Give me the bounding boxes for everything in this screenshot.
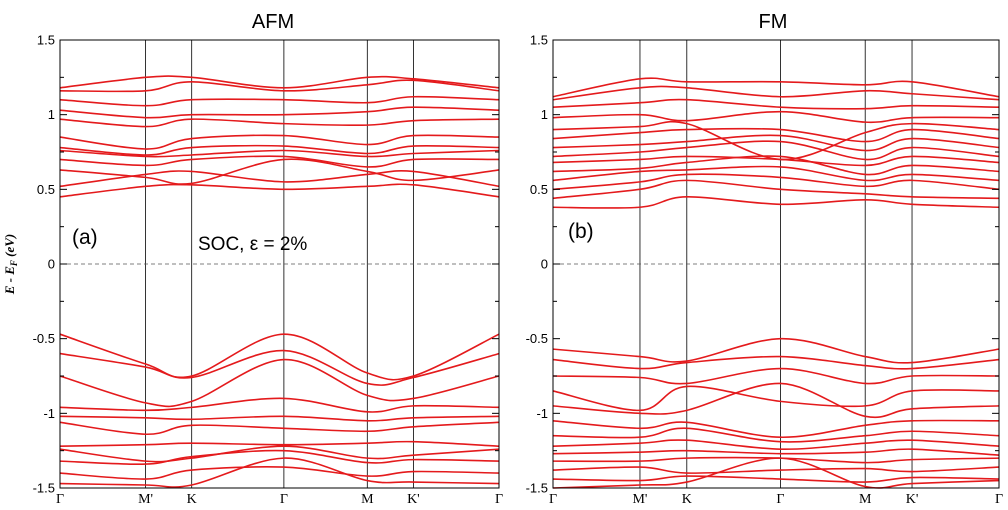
panel-b-kpoint-label: Γ: [549, 492, 557, 507]
panel-b-band-7: [552, 427, 1000, 443]
panel-a-bands: [59, 75, 500, 488]
panel-b-ytick-label: -1: [536, 406, 548, 421]
panel-b-title: FM: [759, 11, 788, 33]
panel-b-ytick-label: 1.5: [530, 33, 548, 48]
panel-a-band-9: [59, 358, 500, 408]
panel-a-band-8: [59, 397, 500, 413]
panel-b-ytick-label: -1.5: [526, 481, 548, 496]
panel-a-ytick-label: -0.5: [33, 331, 55, 346]
panel-b-band-20: [552, 140, 1000, 161]
panel-b-ytick-label: 1: [541, 107, 548, 122]
panel-a-band-23: [59, 75, 500, 89]
panel-b-band-5: [552, 448, 1000, 456]
panel-a-kpoint-label: Γ: [56, 492, 64, 507]
panel-b-band-16: [552, 173, 1000, 191]
panel-b-kpoint-label: M': [632, 492, 647, 507]
panel-a-band-3: [59, 449, 500, 466]
panel-a-kpoint-label: K: [187, 492, 197, 507]
panel-b-band-3: [552, 466, 1000, 474]
y-axis-label-main: E - E: [2, 266, 17, 296]
panel-a-axes: Γ M' K Γ M K' Γ-1.5-1-0.500.511.5: [33, 33, 503, 508]
panel-a-kpoint-label: M': [138, 492, 153, 507]
panel-a-band-12: [59, 183, 500, 198]
panel-afm: AFM Γ M' K Γ M K' Γ-1.5-1-0.500.511.5 (a) SOC,…: [33, 11, 503, 507]
panel-a-ytick-label: 0.5: [37, 182, 55, 197]
panel-a-ytick-label: -1.5: [33, 481, 55, 496]
panel-b-band-21: [552, 134, 1000, 152]
panel-a-band-6: [59, 421, 500, 436]
panel-a-band-14: [59, 158, 500, 185]
panel-b-ytick-label: -0.5: [526, 331, 548, 346]
panel-a-kpoint-label: K': [407, 492, 420, 507]
panel-a-ytick-label: 1: [48, 107, 55, 122]
panel-a-band-16: [59, 149, 500, 158]
panel-a-label: (a): [72, 226, 98, 249]
panel-b-label: (b): [568, 220, 594, 243]
y-axis-label-sub: F: [9, 260, 19, 267]
panel-a-band-13: [59, 169, 500, 188]
panel-b-band-19: [552, 155, 1000, 167]
panel-b-band-4: [552, 456, 1000, 464]
y-axis-label-unit: (eV): [2, 234, 17, 260]
panel-b-band-11: [552, 367, 1000, 385]
panel-a-ytick-label: 1.5: [37, 33, 55, 48]
panel-b-band-1: [552, 457, 1000, 489]
panel-a-band-1: [59, 457, 500, 488]
panel-fm: FM Γ M' K Γ M K' Γ-1.5-1-0.500.511.5 (b): [526, 11, 1003, 507]
panel-a-band-21: [59, 95, 500, 107]
panel-b-axes: Γ M' K Γ M K' Γ-1.5-1-0.500.511.5: [526, 33, 1003, 508]
panel-a-band-20: [59, 106, 500, 119]
panel-b-band-8: [552, 419, 1000, 439]
panel-b-band-18: [552, 155, 1000, 176]
panel-a-band-5: [59, 440, 500, 447]
panel-a-kpoint-label: Γ: [495, 492, 503, 507]
panel-a-band-19: [59, 118, 500, 128]
panel-a-kpoint-label: M: [361, 492, 374, 507]
panel-a-band-11: [59, 333, 500, 381]
panel-a-band-17: [59, 144, 500, 156]
panel-b-band-27: [552, 77, 1000, 98]
panel-a-band-22: [59, 79, 500, 93]
panel-b-band-22: [552, 127, 1000, 143]
panel-a-band-7: [59, 415, 500, 422]
panel-b-kpoint-label: Γ: [776, 492, 784, 507]
panel-b-kpoint-label: K: [682, 492, 692, 507]
panel-a-band-4: [59, 445, 500, 463]
panel-b-bands: [552, 77, 1000, 489]
panel-b-band-23: [552, 120, 1000, 161]
panel-a-band-10: [59, 349, 500, 386]
panel-b-kpoint-label: M: [859, 492, 872, 507]
panel-a-band-18: [59, 134, 500, 150]
y-axis-label: E - EF (eV): [2, 234, 19, 296]
panel-b-band-25: [552, 98, 1000, 110]
panel-b-band-10: [552, 385, 1000, 412]
panel-a-title: AFM: [252, 11, 294, 33]
panel-a-kpoint-label: Γ: [280, 492, 288, 507]
panel-b-band-6: [552, 439, 1000, 450]
panel-b-band-2: [552, 475, 1000, 483]
panel-a-ytick-label: -1: [43, 406, 55, 421]
panel-b-band-17: [552, 165, 1000, 182]
panel-b-band-9: [552, 382, 1000, 419]
panel-b-kpoint-label: K': [906, 492, 919, 507]
panel-a-band-15: [59, 155, 500, 168]
panel-b-band-12: [552, 355, 1000, 370]
panel-b-band-26: [552, 85, 1000, 101]
panel-b-ytick-label: 0.5: [530, 182, 548, 197]
panel-b-band-15: [552, 179, 1000, 200]
panel-b-kpoint-label: Γ: [995, 492, 1003, 507]
panel-b-ytick-label: 0: [541, 257, 548, 272]
panel-a-band-2: [59, 466, 500, 480]
panel-b-band-13: [552, 337, 1000, 364]
panel-b-band-14: [552, 195, 1000, 209]
panel-a-annotation: SOC, ε = 2%: [198, 234, 307, 255]
panel-b-band-24: [552, 110, 1000, 124]
panel-a-ytick-label: 0: [48, 257, 55, 272]
